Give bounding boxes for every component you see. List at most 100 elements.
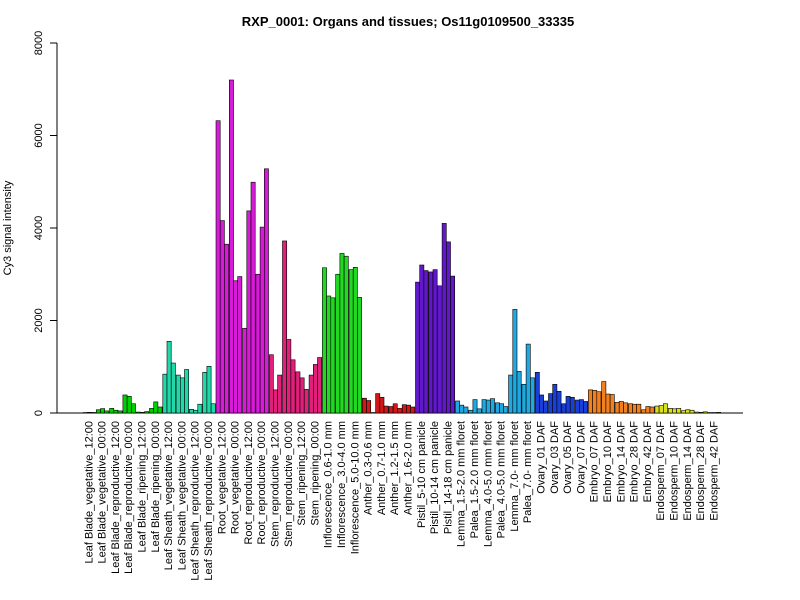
bar [455,400,460,414]
bar [250,181,256,414]
bar [126,396,132,414]
bar [415,281,420,414]
bar [649,406,655,414]
bar [445,241,451,414]
bar [175,374,181,414]
bars [82,79,721,414]
bar [215,120,221,414]
bar [614,402,620,414]
bar [534,371,540,414]
x-category-label: Lemma_1.5-2.0 mm floret [456,421,468,547]
x-category-label: Ovary_01 DAF [536,421,548,494]
bar [561,403,567,414]
bar [406,404,411,414]
bar [396,408,402,414]
bar [326,295,332,414]
bar [229,79,234,414]
bar [308,374,314,414]
bar [694,411,700,414]
bar [419,264,425,414]
bar [375,393,381,414]
x-category-label: Ovary_05 DAF [562,421,574,494]
x-category-label: Root_vegetative_00:00 [230,421,242,534]
x-category-label: Pistil_14-18 cm panicle [442,421,454,534]
bar [322,267,327,414]
x-category-label: Stem_ripening_00:00 [309,421,321,526]
x-category-label: Leaf Blade_vegetative_00:00 [97,421,109,564]
bar [463,406,469,414]
bar [588,389,593,414]
bar [596,391,602,414]
bar [476,408,482,414]
bar [716,412,721,414]
bar [210,403,216,414]
bar [472,399,478,414]
y-tick-label: 8000 [33,31,45,55]
x-category-label: Palea_7.0- mm floret [522,421,534,523]
bar [565,396,571,414]
bar [645,406,651,414]
x-category-label: Stem_reproductive_12:00 [270,421,282,547]
x-category-label: Lemma_4.0-5.0 mm floret [482,421,494,547]
bar [468,409,474,414]
bar [698,412,704,414]
x-category-label: Leaf Sheath_reproductive_12:00 [190,421,202,581]
bar [379,396,385,414]
x-category-label: Leaf Sheath_vegetative_00:00 [176,421,188,570]
bar [436,285,442,414]
bar [113,409,119,414]
bar [299,377,305,414]
bar [672,408,677,414]
bar [135,411,141,414]
bar [459,404,465,414]
bar [370,412,376,414]
bar [618,401,624,414]
bar [548,393,553,414]
bar [401,404,407,414]
bar [153,401,159,414]
x-category-label: Leaf Sheath_vegetative_12:00 [163,421,175,570]
bar [450,275,455,414]
bar [632,403,637,414]
x-category-label: Embryo_42 DAF [642,421,654,503]
bar [366,400,371,414]
bar [330,297,336,414]
bar [539,394,544,414]
bar [170,362,176,414]
bar [263,168,269,414]
bar [246,210,252,414]
bar [569,396,575,414]
bar [259,226,265,414]
bar [224,243,229,414]
bar [233,280,238,414]
bar [339,253,345,414]
x-category-label: Anther_0.7-1.0 mm [376,421,388,515]
bar [667,408,673,414]
bar [578,399,584,414]
bar [166,341,172,414]
bar [627,403,633,414]
bar [685,409,691,414]
bar [237,276,243,414]
bar [552,384,558,414]
x-category-label: Leaf Blade_ripening_00:00 [150,421,162,553]
chart-title: RXP_0001: Organs and tissues; Os11g01095… [242,14,574,29]
bar [282,240,287,414]
bar [641,409,647,414]
y-tick-label: 2000 [33,308,45,332]
y-tick-label: 4000 [33,216,45,240]
bar [508,374,514,414]
bar [512,309,518,414]
bar [277,374,283,414]
bar [485,399,491,414]
bar [268,354,274,414]
bar [543,400,549,414]
bar [432,269,438,414]
bar [357,297,362,414]
bar [654,405,660,414]
bar [494,402,500,414]
bar [317,357,322,414]
bar [428,271,434,414]
bar [636,403,642,414]
